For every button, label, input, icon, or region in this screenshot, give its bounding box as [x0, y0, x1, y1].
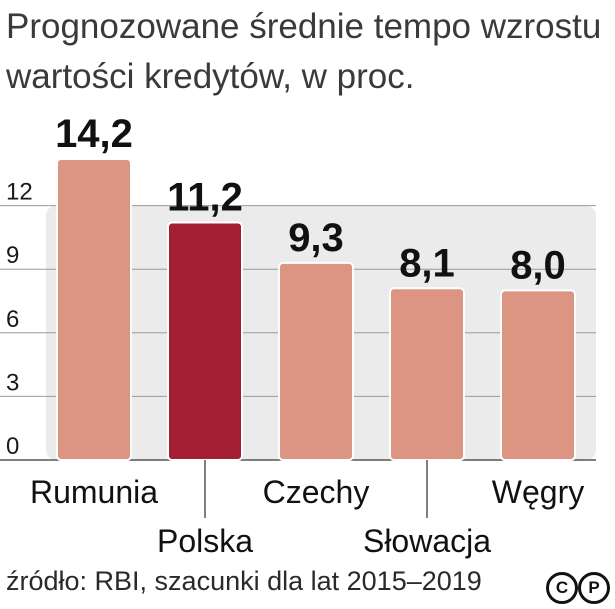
category-label: Polska	[157, 523, 253, 559]
chart-title: Prognozowane średnie tempo wzrostu warto…	[6, 2, 611, 102]
bar-value-label: 14,2	[55, 112, 133, 156]
category-label: Słowacja	[363, 523, 491, 559]
bar-value-label: 8,1	[399, 241, 455, 285]
y-tick-label: 6	[6, 306, 19, 333]
bar-value-label: 9,3	[288, 216, 344, 260]
category-label: Rumunia	[30, 474, 158, 510]
bar	[389, 287, 465, 461]
y-tick-label: 9	[6, 242, 19, 269]
copyright-icon: C	[546, 572, 578, 604]
y-tick-label: 3	[6, 369, 19, 396]
bar	[278, 261, 354, 461]
chart-title-line-2: wartości kredytów, w proc.	[6, 57, 415, 96]
y-tick-label: 12	[6, 179, 33, 206]
bar	[167, 221, 243, 461]
bar-chart: 0 3 6 9 12 14,2 Rumunia 11,2 Polska 9,3 Czechy 8,1 S…	[0, 112, 596, 559]
bar	[56, 157, 132, 462]
bar	[500, 289, 576, 461]
chart-title-line-1: Prognozowane średnie tempo wzrostu	[6, 7, 602, 46]
category-label: Węgry	[492, 474, 584, 510]
category-label: Czechy	[263, 474, 370, 510]
p-icon: P	[578, 572, 610, 604]
bar-value-label: 8,0	[510, 243, 566, 287]
bar-value-label: 11,2	[167, 176, 243, 220]
source-note: źródło: RBI, szacunki dla lat 2015–2019	[6, 566, 482, 596]
y-tick-label: 0	[6, 433, 19, 460]
